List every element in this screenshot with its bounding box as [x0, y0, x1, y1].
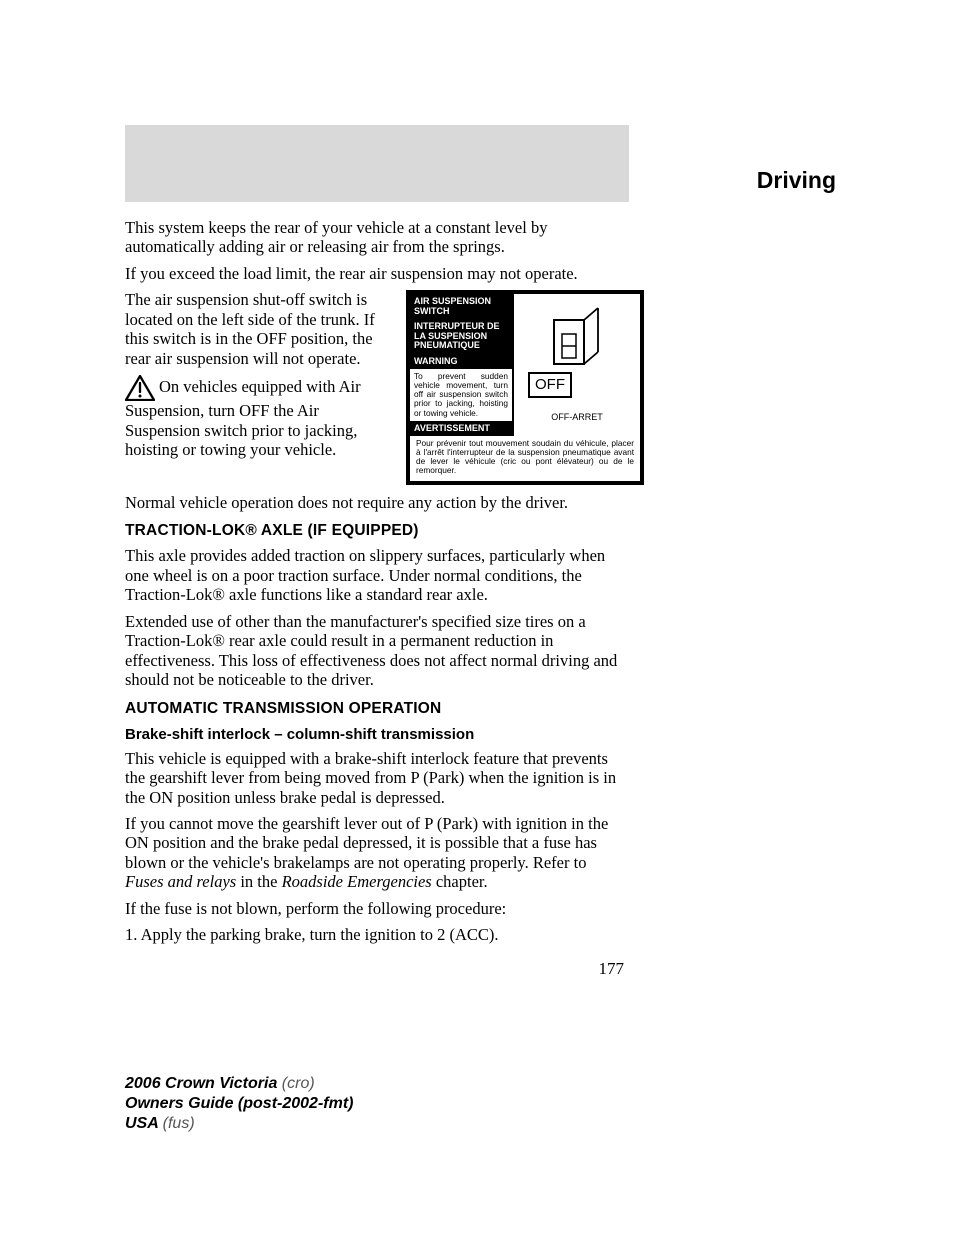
switch-drawing	[548, 306, 606, 374]
header-bar: Driving	[125, 125, 629, 202]
diagram-title-fr: INTERRUPTEUR DE LA SUSPENSION PNEUMATIQU…	[410, 319, 512, 353]
paragraph: The air suspension shut-off switch is lo…	[125, 290, 390, 368]
off-arret-label: OFF-ARRET	[551, 412, 603, 423]
footer-region: USA	[125, 1115, 163, 1132]
paragraph: Normal vehicle operation does not requir…	[125, 493, 624, 512]
footer-model: 2006 Crown Victoria	[125, 1075, 282, 1092]
text: in the	[236, 872, 281, 891]
diagram-title-en: AIR SUSPENSION SWITCH	[410, 294, 512, 319]
paragraph: This axle provides added traction on sli…	[125, 546, 624, 604]
page-content: This system keeps the rear of your vehic…	[125, 218, 624, 979]
diagram-warning-head-fr: AVERTISSEMENT	[410, 421, 512, 436]
footer-guide: Owners Guide (post-2002-fmt)	[125, 1095, 353, 1112]
footer-code: (fus)	[163, 1115, 195, 1132]
air-suspension-diagram: AIR SUSPENSION SWITCH INTERRUPTEUR DE LA…	[406, 290, 644, 484]
section-title: Driving	[757, 167, 836, 194]
paragraph: This system keeps the rear of your vehic…	[125, 218, 624, 257]
text: If you cannot move the gearshift lever o…	[125, 814, 608, 872]
sub-heading: Brake-shift interlock – column-shift tra…	[125, 726, 624, 744]
diagram-warning-en: To prevent sudden vehicle movement, turn…	[410, 369, 512, 421]
paragraph: If you exceed the load limit, the rear a…	[125, 264, 624, 283]
italic-ref: Fuses and relays	[125, 872, 236, 891]
paragraph: If you cannot move the gearshift lever o…	[125, 814, 624, 892]
footer-code: (cro)	[282, 1075, 315, 1092]
paragraph: This vehicle is equipped with a brake-sh…	[125, 749, 624, 807]
footer: 2006 Crown Victoria (cro) Owners Guide (…	[125, 1074, 954, 1134]
section-heading: AUTOMATIC TRANSMISSION OPERATION	[125, 700, 624, 718]
diagram-warning-head-en: WARNING	[410, 354, 512, 369]
italic-ref: Roadside Emergencies	[282, 872, 432, 891]
warning-text: On vehicles equipped with Air Suspension…	[125, 377, 361, 459]
diagram-warning-fr: Pour prévenir tout mouvement soudain du …	[410, 436, 640, 481]
page-number: 177	[125, 959, 624, 979]
section-heading: TRACTION-LOK® AXLE (IF EQUIPPED)	[125, 522, 624, 540]
text: chapter.	[432, 872, 488, 891]
paragraph: If the fuse is not blown, perform the fo…	[125, 899, 624, 918]
warning-icon	[125, 375, 155, 401]
paragraph: Extended use of other than the manufactu…	[125, 612, 624, 690]
warning-paragraph: On vehicles equipped with Air Suspension…	[125, 375, 390, 459]
off-label: OFF	[528, 372, 572, 398]
paragraph: 1. Apply the parking brake, turn the ign…	[125, 925, 624, 944]
